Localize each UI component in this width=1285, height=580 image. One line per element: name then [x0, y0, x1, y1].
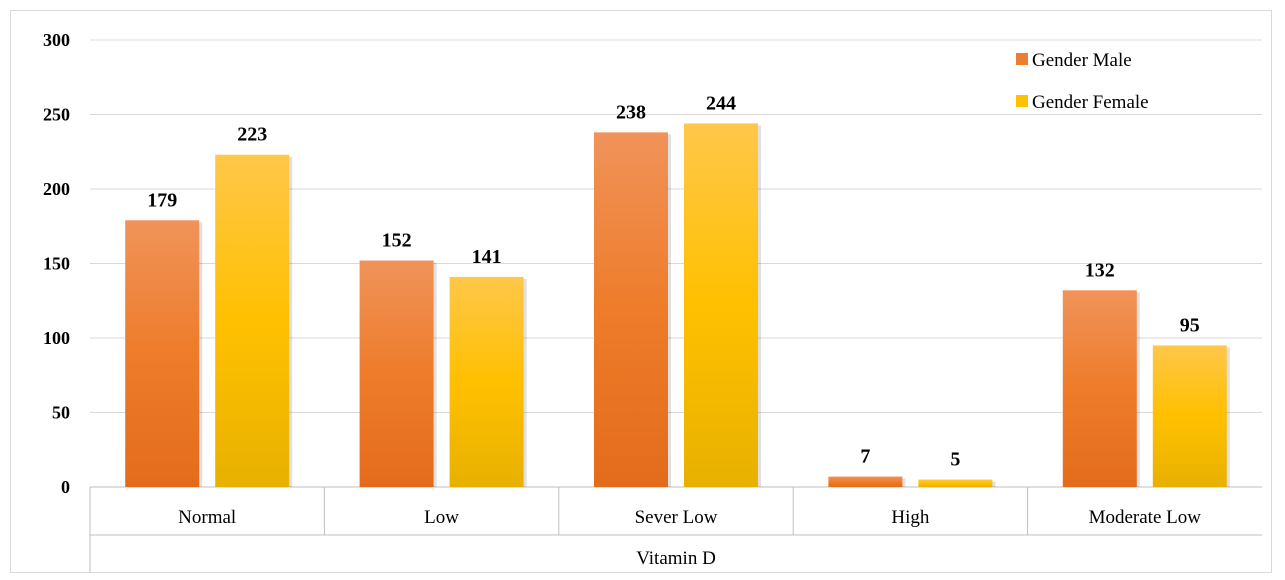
y-axis-ticks: 0 50 100 150 200 250 300	[43, 30, 70, 497]
y-tick-label: 300	[43, 30, 70, 50]
bar-gender-female	[918, 479, 993, 487]
data-label: 7	[860, 446, 870, 468]
data-label: 95	[1180, 314, 1200, 336]
x-axis: Normal Low Sever Low High Moderate Low Vitami…	[89, 487, 1262, 573]
y-tick-label: 50	[52, 403, 70, 423]
data-label: 141	[472, 246, 502, 268]
bar-gender-male	[1062, 290, 1137, 487]
bars	[125, 123, 1230, 488]
data-label: 223	[237, 124, 267, 146]
bar-gender-male	[125, 220, 200, 488]
legend-swatch	[1016, 53, 1028, 65]
x-tick-label: Normal	[178, 507, 236, 528]
data-label: 238	[616, 101, 646, 123]
bar-gender-male	[594, 132, 668, 487]
bar-gender-female	[684, 123, 758, 487]
x-tick-label: Sever Low	[635, 507, 718, 528]
bar-gender-female	[1152, 345, 1227, 487]
legend: Gender Male Gender Female	[1016, 50, 1149, 113]
bar-gender-female	[449, 276, 524, 487]
bar-gender-female	[215, 154, 290, 488]
y-tick-label: 100	[43, 328, 70, 348]
legend-label: Gender Female	[1032, 92, 1149, 113]
x-tick-label: Moderate Low	[1089, 507, 1202, 528]
legend-swatch	[1016, 95, 1028, 107]
y-tick-label: 150	[43, 254, 70, 274]
x-tick-label: High	[891, 507, 930, 528]
bar-gender-male	[359, 260, 434, 487]
y-tick-label: 250	[43, 105, 70, 125]
bar-gender-male	[828, 476, 903, 487]
data-label: 179	[147, 189, 177, 211]
x-tick-label: Low	[424, 507, 459, 528]
x-axis-title: Vitamin D	[636, 548, 716, 569]
y-tick-label: 0	[61, 477, 70, 497]
y-tick-label: 200	[43, 179, 70, 199]
data-label: 132	[1085, 259, 1115, 281]
data-labels: 179 223 152 141 238 244 7 5 132 95	[147, 92, 1200, 470]
data-label: 5	[950, 449, 960, 471]
data-label: 244	[706, 92, 736, 114]
data-label: 152	[382, 230, 412, 252]
legend-label: Gender Male	[1032, 50, 1132, 71]
